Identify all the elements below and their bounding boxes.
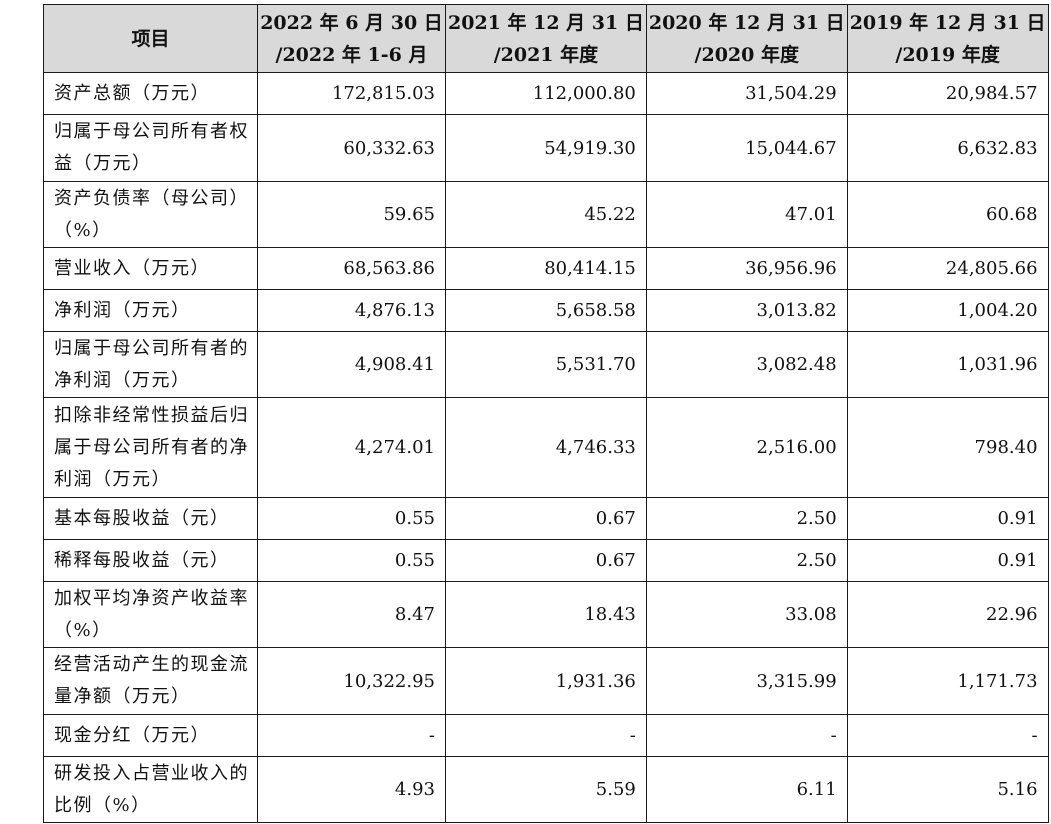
row-value: 2,516.00: [645, 397, 848, 498]
row-value: 8.47: [257, 581, 446, 648]
table-row: 归属于母公司所有者的净利润（万元） 4,908.41 5,531.70 3,08…: [43, 331, 1049, 398]
row-value: 4,746.33: [445, 397, 647, 498]
header-period-2020: 2020 年 12 月 31 日 /2020 年度: [645, 4, 848, 73]
row-value: -: [445, 714, 647, 757]
table-header: 项目 2022 年 6 月 30 日 /2022 年 1-6 月 2021 年 …: [43, 4, 1049, 73]
row-label: 扣除非经常性损益后归属于母公司所有者的净利润（万元）: [43, 397, 258, 498]
row-value: 5.59: [445, 756, 647, 823]
row-value: 798.40: [846, 397, 1049, 498]
row-value: 3,315.99: [645, 647, 848, 715]
row-value: 0.55: [257, 497, 446, 540]
row-value: 6.11: [645, 756, 848, 823]
row-value: -: [645, 714, 848, 757]
row-value: 5,658.58: [445, 289, 647, 332]
header-item: 项目: [43, 4, 258, 73]
table-row: 经营活动产生的现金流量净额（万元） 10,322.95 1,931.36 3,3…: [43, 647, 1049, 715]
table-row: 资产负债率（母公司）（%） 59.65 45.22 47.01 60.68: [43, 181, 1049, 248]
row-value: 0.91: [846, 497, 1049, 540]
row-label: 净利润（万元）: [43, 289, 258, 332]
header-period-2021: 2021 年 12 月 31 日 /2021 年度: [445, 4, 647, 73]
row-value: 2.50: [645, 497, 848, 540]
table-row: 研发投入占营业收入的比例（%） 4.93 5.59 6.11 5.16: [43, 756, 1049, 823]
row-value: 1,031.96: [846, 331, 1049, 398]
financial-table-container: 项目 2022 年 6 月 30 日 /2022 年 1-6 月 2021 年 …: [43, 4, 1049, 823]
row-value: 172,815.03: [257, 72, 446, 115]
row-value: 0.67: [445, 539, 647, 582]
header-period-line2: /2019 年度: [895, 43, 1000, 66]
row-value: 4,876.13: [257, 289, 446, 332]
header-period-line1: 2021 年 12 月 31 日: [448, 11, 644, 34]
table-row: 加权平均净资产收益率（%） 8.47 18.43 33.08 22.96: [43, 581, 1049, 648]
row-label: 资产负债率（母公司）（%）: [43, 181, 258, 248]
row-label: 加权平均净资产收益率（%）: [43, 581, 258, 648]
row-value: 1,004.20: [846, 289, 1049, 332]
row-label: 归属于母公司所有者权益（万元）: [43, 114, 258, 182]
header-period-line2: /2021 年度: [493, 43, 599, 66]
row-value: 3,082.48: [645, 331, 848, 398]
header-period-line2: /2020 年度: [694, 43, 799, 66]
row-value: 33.08: [645, 581, 848, 648]
table-row: 扣除非经常性损益后归属于母公司所有者的净利润（万元） 4,274.01 4,74…: [43, 397, 1049, 498]
row-value: 6,632.83: [846, 114, 1049, 182]
row-label: 研发投入占营业收入的比例（%）: [43, 756, 258, 823]
row-value: -: [846, 714, 1049, 757]
row-value: 15,044.67: [645, 114, 848, 182]
row-value: 47.01: [645, 181, 848, 248]
row-value: 4.93: [257, 756, 446, 823]
row-value: 5,531.70: [445, 331, 647, 398]
row-label: 现金分红（万元）: [43, 714, 258, 757]
row-value: 18.43: [445, 581, 647, 648]
row-label: 基本每股收益（元）: [43, 497, 258, 540]
table-row: 归属于母公司所有者权益（万元） 60,332.63 54,919.30 15,0…: [43, 114, 1049, 182]
header-row: 项目 2022 年 6 月 30 日 /2022 年 1-6 月 2021 年 …: [43, 4, 1049, 73]
row-value: 20,984.57: [846, 72, 1049, 115]
header-period-line1: 2022 年 6 月 30 日: [260, 11, 443, 34]
table-row: 稀释每股收益（元） 0.55 0.67 2.50 0.91: [43, 539, 1049, 582]
row-value: -: [257, 714, 446, 757]
row-value: 60.68: [846, 181, 1049, 248]
header-period-2022: 2022 年 6 月 30 日 /2022 年 1-6 月: [257, 4, 446, 73]
row-value: 68,563.86: [257, 247, 446, 290]
row-value: 31,504.29: [645, 72, 848, 115]
row-label: 资产总额（万元）: [43, 72, 258, 115]
header-period-2019: 2019 年 12 月 31 日 /2019 年度: [846, 4, 1049, 73]
table-row: 资产总额（万元） 172,815.03 112,000.80 31,504.29…: [43, 72, 1049, 115]
row-value: 2.50: [645, 539, 848, 582]
row-value: 4,274.01: [257, 397, 446, 498]
row-value: 1,931.36: [445, 647, 647, 715]
table-row: 现金分红（万元） - - - -: [43, 714, 1049, 757]
row-value: 0.67: [445, 497, 647, 540]
row-value: 3,013.82: [645, 289, 848, 332]
row-label: 稀释每股收益（元）: [43, 539, 258, 582]
header-period-line2: /2022 年 1-6 月: [275, 43, 428, 66]
row-label: 经营活动产生的现金流量净额（万元）: [43, 647, 258, 715]
row-value: 22.96: [846, 581, 1049, 648]
financial-data-table: 项目 2022 年 6 月 30 日 /2022 年 1-6 月 2021 年 …: [43, 4, 1049, 823]
row-value: 36,956.96: [645, 247, 848, 290]
row-value: 54,919.30: [445, 114, 647, 182]
table-body: 资产总额（万元） 172,815.03 112,000.80 31,504.29…: [43, 72, 1049, 823]
row-value: 80,414.15: [445, 247, 647, 290]
header-period-line1: 2019 年 12 月 31 日: [849, 11, 1046, 34]
row-value: 0.55: [257, 539, 446, 582]
row-label: 归属于母公司所有者的净利润（万元）: [43, 331, 258, 398]
row-value: 24,805.66: [846, 247, 1049, 290]
row-value: 112,000.80: [445, 72, 647, 115]
table-row: 净利润（万元） 4,876.13 5,658.58 3,013.82 1,004…: [43, 289, 1049, 332]
row-value: 60,332.63: [257, 114, 446, 182]
row-value: 45.22: [445, 181, 647, 248]
row-value: 10,322.95: [257, 647, 446, 715]
table-row: 基本每股收益（元） 0.55 0.67 2.50 0.91: [43, 497, 1049, 540]
row-value: 59.65: [257, 181, 446, 248]
row-value: 1,171.73: [846, 647, 1049, 715]
row-value: 4,908.41: [257, 331, 446, 398]
row-label: 营业收入（万元）: [43, 247, 258, 290]
table-row: 营业收入（万元） 68,563.86 80,414.15 36,956.96 2…: [43, 247, 1049, 290]
row-value: 0.91: [846, 539, 1049, 582]
row-value: 5.16: [846, 756, 1049, 823]
header-period-line1: 2020 年 12 月 31 日: [648, 11, 845, 34]
